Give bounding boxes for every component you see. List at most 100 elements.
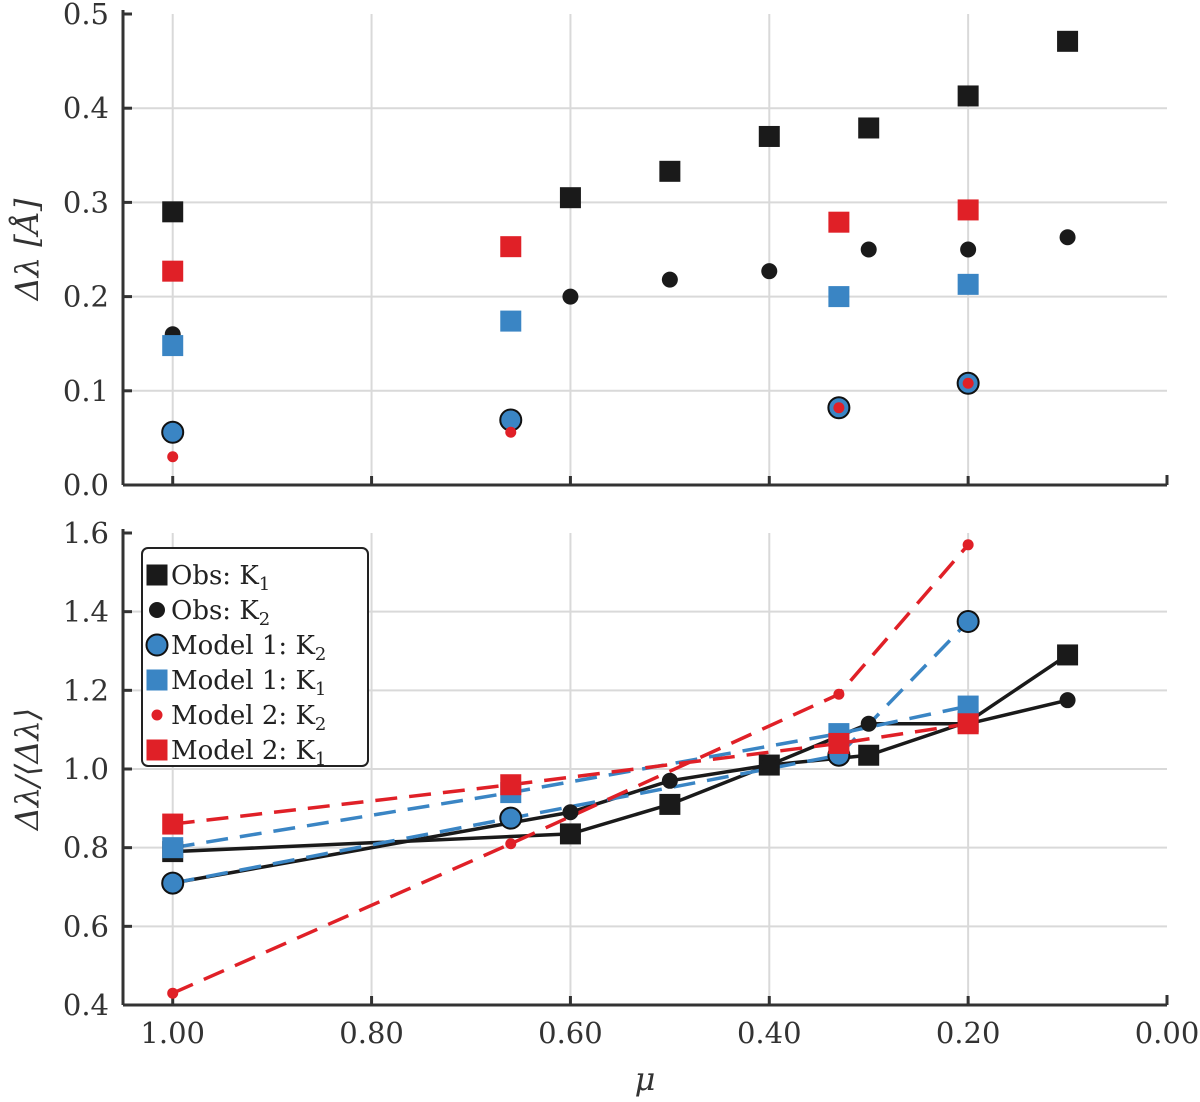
legend-label-subscript: 2 <box>315 644 326 665</box>
legend-label-4: Model 2: K2 <box>171 701 326 735</box>
legend-marker-4 <box>151 709 163 721</box>
bottom-y-tick-label: 1.6 <box>63 516 109 550</box>
bottom-series-5-point <box>957 713 979 735</box>
bottom-x-axis-label: μ <box>635 1060 656 1098</box>
bottom-series-1-point <box>661 772 678 789</box>
bottom-series-4-point <box>167 987 179 999</box>
bottom-x-tick-label: 0.60 <box>538 1016 603 1050</box>
bottom-x-tick-label: 0.00 <box>1135 1016 1200 1050</box>
top-series-4-point <box>167 451 179 463</box>
top-y-axis-label: Δλ [Å] <box>8 198 46 302</box>
top-series-5-point <box>828 211 850 233</box>
bottom-y-tick-label: 0.6 <box>63 909 109 943</box>
bottom-series-2-point <box>499 806 523 830</box>
top-series-1-point <box>562 288 579 305</box>
bottom-series-line-3 <box>172 704 969 850</box>
top-series-0-point <box>1057 30 1079 52</box>
bottom-y-tick-label: 1.2 <box>63 673 109 707</box>
legend-label-text: Obs: K <box>171 596 259 626</box>
bottom-series-5-point <box>828 732 850 754</box>
legend-label-text: Model 1: K <box>171 631 315 661</box>
top-series-0-point <box>559 187 581 209</box>
top-series-4-point <box>833 402 845 414</box>
legend-label-text: Model 1: K <box>171 666 315 696</box>
bottom-x-tick-label: 0.40 <box>737 1016 802 1050</box>
bottom-y-axis-label: Δλ/⟨Δλ⟩ <box>8 708 46 833</box>
legend-label-1: Obs: K2 <box>171 596 270 630</box>
top-series-5-point <box>500 236 522 258</box>
bottom-series-0-point <box>858 744 880 766</box>
legend-label-3: Model 1: K1 <box>171 666 326 700</box>
bottom-series-0-point <box>659 793 681 815</box>
bottom-series-1-point <box>761 757 778 774</box>
bottom-series-1-point <box>860 715 877 732</box>
top-series-4-point <box>962 377 974 389</box>
legend-label-subscript: 1 <box>259 574 270 595</box>
bottom-x-tick-label: 1.00 <box>140 1016 205 1050</box>
legend-marker-2 <box>145 633 169 657</box>
top-y-tick-label: 0.4 <box>63 91 109 125</box>
legend-label-text: Obs: K <box>171 561 259 591</box>
top-series-2-point <box>161 420 185 444</box>
legend-label-text: Model 2: K <box>171 701 315 731</box>
bottom-x-tick-label: 0.20 <box>936 1016 1001 1050</box>
top-series-1-point <box>960 241 977 258</box>
bottom-series-1-point <box>1059 692 1076 709</box>
legend-marker-0 <box>146 564 168 586</box>
bottom-y-tick-label: 0.4 <box>63 988 109 1022</box>
bottom-series-0-point <box>559 823 581 845</box>
legend-label-2: Model 1: K2 <box>171 631 326 665</box>
legend-label-subscript: 1 <box>315 749 326 770</box>
top-y-tick-label: 0.2 <box>63 280 109 314</box>
top-series-3-point <box>957 273 979 295</box>
top-series-3-point <box>500 310 522 332</box>
bottom-series-5-point <box>500 774 522 796</box>
top-y-tick-label: 0.1 <box>63 374 109 408</box>
top-series-3-point <box>162 335 184 357</box>
top-series-0-point <box>659 160 681 182</box>
top-series-1-point <box>1059 229 1076 246</box>
top-series-0-point <box>957 85 979 107</box>
top-series-0-point <box>162 201 184 223</box>
top-series-0-point <box>758 125 780 147</box>
legend-marker-3 <box>146 669 168 691</box>
top-series-4-point <box>505 426 517 438</box>
top-y-tick-label: 0.3 <box>63 185 109 219</box>
legend-label-text: Model 2: K <box>171 736 315 766</box>
bottom-series-4-point <box>505 838 517 850</box>
top-y-tick-label: 0.5 <box>63 0 109 31</box>
legend-marker-5 <box>146 739 168 761</box>
bottom-x-tick-label: 0.80 <box>339 1016 404 1050</box>
bottom-series-5-point <box>162 813 184 835</box>
top-grid <box>123 14 1167 485</box>
bottom-series-2-point <box>956 610 980 633</box>
top-series-0-point <box>858 117 880 139</box>
top-series-5-point <box>957 199 979 221</box>
legend-label-5: Model 2: K1 <box>171 736 326 770</box>
bottom-series-1-point <box>562 804 579 821</box>
bottom-series-2-point <box>161 871 185 895</box>
top-series-1-point <box>860 241 877 258</box>
legend-label-0: Obs: K1 <box>171 561 270 595</box>
bottom-series-line-4 <box>172 543 970 995</box>
bottom-series-4-point <box>833 688 845 700</box>
legend-box <box>141 547 369 767</box>
bottom-y-tick-label: 1.0 <box>63 752 109 786</box>
top-series-1-point <box>661 271 678 288</box>
bottom-series-3-point <box>957 695 979 717</box>
bottom-series-0-point <box>1057 644 1079 666</box>
top-series-5-point <box>162 260 184 282</box>
bottom-series-4-point <box>962 539 974 551</box>
legend-label-subscript: 2 <box>315 714 326 735</box>
legend-marker-1 <box>149 602 165 618</box>
top-panel: 0.0 0.1 0.2 0.3 0.4 0.5 Δλ [Å] <box>8 0 1169 502</box>
top-series-3-point <box>828 286 850 308</box>
legend-label-subscript: 1 <box>315 679 326 700</box>
bottom-y-tick-label: 1.4 <box>63 595 109 629</box>
legend-label-subscript: 2 <box>259 609 270 630</box>
bottom-y-tick-label: 0.8 <box>63 831 109 865</box>
top-series-1-point <box>761 263 778 280</box>
bottom-panel: 0.4 0.6 0.8 1.0 1.2 1.4 1.6 1.00 0.80 0.60 0.40 0.2… <box>8 516 1199 1098</box>
